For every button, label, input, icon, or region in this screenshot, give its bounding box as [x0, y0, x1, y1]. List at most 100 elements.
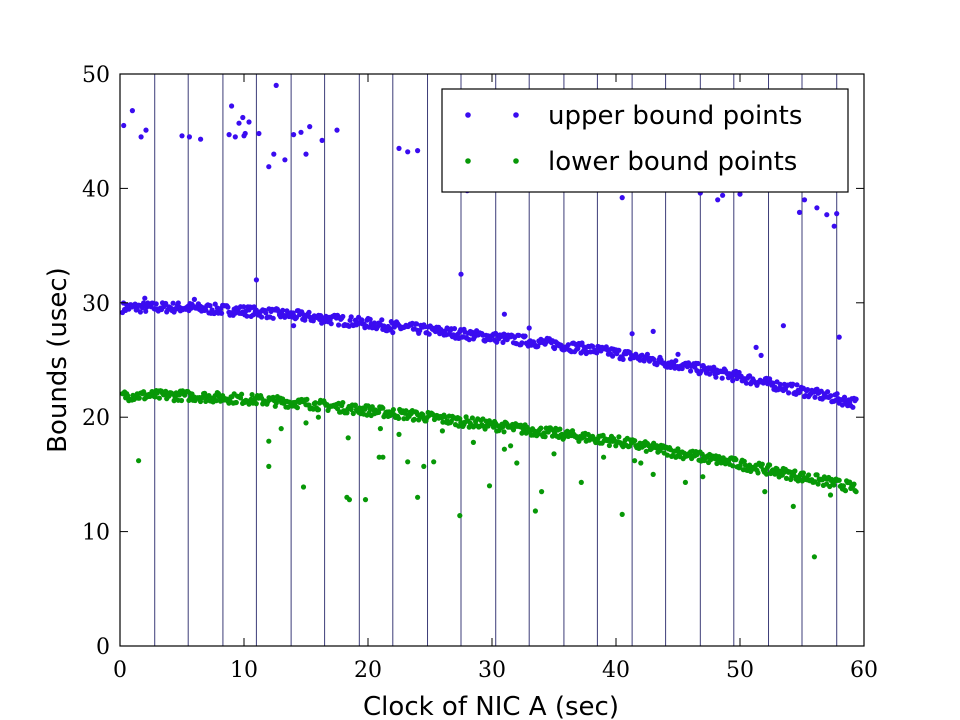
data-point-upper: [307, 124, 313, 130]
data-point-lower: [831, 482, 837, 488]
data-point-upper: [790, 381, 796, 387]
data-point-lower: [345, 435, 351, 441]
data-point-upper: [695, 360, 701, 367]
data-point-upper: [794, 382, 800, 388]
data-point-lower: [508, 443, 514, 449]
x-tick-label: 60: [850, 658, 878, 683]
data-point-upper: [786, 390, 792, 396]
data-point-upper: [280, 307, 286, 313]
y-axis-title: Bounds (usec): [43, 267, 73, 453]
data-point-upper: [348, 314, 354, 320]
data-point-lower: [632, 458, 638, 464]
data-point-upper: [713, 374, 719, 380]
data-point-lower: [439, 428, 445, 434]
data-point-upper: [306, 309, 312, 315]
data-point-upper: [451, 326, 458, 332]
data-point-lower: [303, 420, 309, 426]
data-point-lower: [213, 398, 219, 404]
data-point-upper: [175, 300, 181, 306]
legend-marker-upper-2: [513, 112, 519, 118]
data-point-lower: [350, 410, 356, 417]
data-point-lower: [792, 468, 798, 474]
data-point-lower: [551, 451, 557, 457]
data-point-upper: [579, 340, 585, 346]
data-point-upper: [796, 209, 803, 215]
data-point-upper: [519, 340, 525, 346]
data-point-upper: [558, 342, 564, 348]
data-point-lower: [405, 459, 411, 465]
data-point-upper: [500, 339, 506, 345]
data-point-lower: [763, 471, 770, 477]
data-point-upper: [387, 326, 393, 332]
data-point-lower: [741, 458, 747, 464]
data-point-upper: [212, 301, 218, 307]
data-point-lower: [315, 407, 322, 413]
data-point-upper: [163, 300, 169, 307]
data-point-lower: [294, 405, 300, 411]
data-point-upper: [236, 120, 242, 126]
data-point-lower: [376, 454, 382, 460]
data-point-upper: [825, 389, 831, 395]
data-point-upper: [191, 296, 197, 302]
data-point-upper: [777, 381, 783, 387]
data-point-lower: [827, 492, 834, 498]
data-points: [119, 82, 859, 560]
data-point-upper: [801, 197, 808, 203]
data-point-lower: [490, 424, 497, 430]
data-point-upper: [850, 404, 856, 410]
data-point-lower: [700, 474, 706, 480]
data-point-lower: [178, 397, 185, 404]
data-point-lower: [601, 454, 607, 460]
data-point-upper: [831, 223, 837, 229]
data-point-upper: [137, 309, 143, 315]
data-point-upper: [390, 329, 396, 336]
data-point-upper: [379, 317, 385, 323]
data-point-lower: [365, 403, 371, 409]
data-point-upper: [616, 347, 622, 353]
data-point-lower: [542, 434, 548, 440]
data-point-upper: [758, 352, 764, 358]
data-point-upper: [753, 344, 759, 350]
data-point-lower: [346, 497, 352, 503]
data-point-upper: [841, 394, 848, 400]
data-point-lower: [853, 489, 859, 495]
data-point-upper: [121, 122, 127, 129]
data-point-upper: [391, 324, 397, 330]
data-point-lower: [249, 392, 255, 398]
data-point-upper: [565, 342, 571, 348]
data-point-lower: [200, 394, 206, 401]
data-point-lower: [578, 479, 584, 485]
data-point-upper: [241, 304, 247, 310]
data-point-lower: [348, 406, 354, 412]
x-tick-label: 10: [230, 658, 258, 683]
legend-box: [441, 88, 849, 193]
data-point-upper: [836, 334, 842, 340]
data-point-upper: [814, 205, 820, 211]
data-point-upper: [142, 295, 148, 301]
data-point-lower: [266, 438, 272, 444]
data-point-upper: [590, 343, 596, 349]
x-tick-label: 30: [478, 658, 506, 683]
data-point-lower: [500, 424, 506, 430]
data-point-upper: [839, 402, 846, 408]
data-point-lower: [203, 398, 209, 404]
data-point-lower: [340, 400, 346, 406]
data-point-lower: [285, 404, 291, 410]
data-point-upper: [466, 337, 472, 343]
data-point-upper: [336, 322, 342, 328]
data-point-lower: [457, 513, 463, 519]
data-point-upper: [210, 310, 216, 316]
data-point-lower: [486, 483, 493, 489]
data-point-upper: [253, 277, 259, 283]
data-point-lower: [344, 410, 350, 416]
data-point-upper: [828, 393, 834, 399]
data-point-upper: [319, 137, 325, 143]
data-point-lower: [606, 442, 613, 449]
legend-label-lower: lower bound points: [548, 147, 797, 177]
x-tick-label: 0: [113, 658, 127, 683]
data-point-lower: [643, 448, 649, 454]
data-point-upper: [143, 127, 149, 133]
data-point-lower: [762, 489, 768, 495]
data-point-lower: [469, 415, 475, 421]
data-point-upper: [834, 211, 840, 217]
